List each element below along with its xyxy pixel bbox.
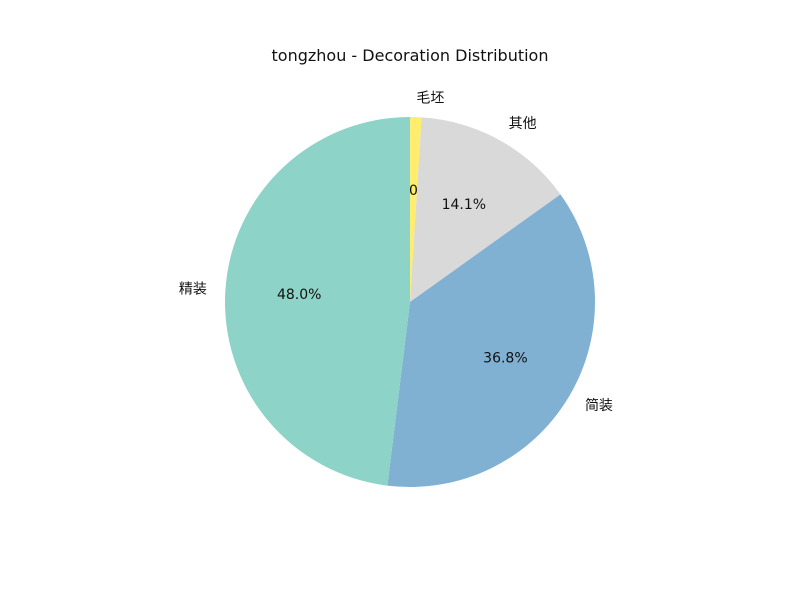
slice-category-label: 毛坯 bbox=[416, 91, 444, 107]
slice-percent-label: 14.1% bbox=[442, 197, 486, 213]
pie-slice bbox=[410, 117, 422, 302]
slice-category-label: 简装 bbox=[585, 397, 613, 414]
slice-percent-label: 48.0% bbox=[277, 287, 321, 303]
slice-percent-label: 36.8% bbox=[483, 351, 527, 367]
pie-slice bbox=[387, 194, 596, 487]
pie-slice bbox=[224, 117, 410, 486]
pie-slice bbox=[410, 117, 561, 302]
chart-title: tongzhou - Decoration Distribution bbox=[271, 46, 549, 65]
slice-category-label: 其他 bbox=[509, 116, 537, 132]
slice-category-label: 精装 bbox=[179, 282, 207, 298]
